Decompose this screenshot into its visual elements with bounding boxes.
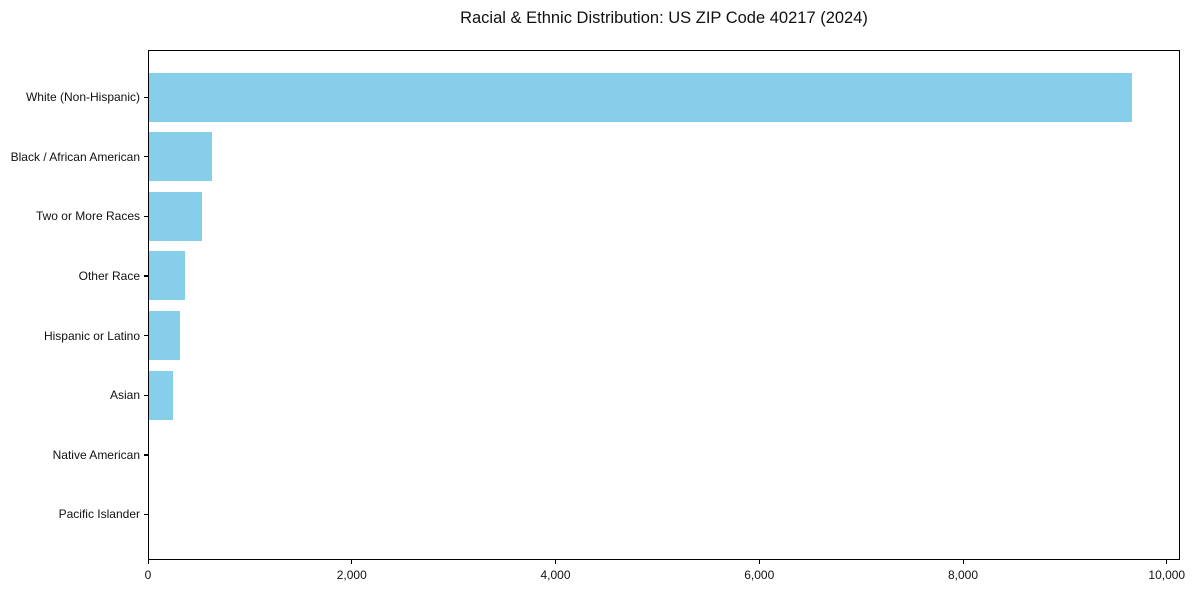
category-label: Two or More Races <box>35 209 140 224</box>
chart-title: Racial & Ethnic Distribution: US ZIP Cod… <box>460 9 868 27</box>
x-tick-label: 8,000 <box>947 568 979 582</box>
x-tick-label: 10,000 <box>1148 568 1186 582</box>
bar <box>149 370 174 420</box>
x-tick-label: 4,000 <box>540 568 571 582</box>
category-label: Native American <box>52 447 140 462</box>
x-axis-tick <box>1166 560 1168 564</box>
y-axis-tick <box>144 454 148 456</box>
y-axis-tick <box>144 275 148 277</box>
bar <box>149 72 1133 122</box>
x-axis-tick <box>351 560 353 564</box>
x-tick-label: 0 <box>144 568 152 582</box>
category-label: Black / African American <box>10 149 140 164</box>
x-axis-tick <box>555 560 557 564</box>
category-label: Hispanic or Latino <box>43 328 140 343</box>
bar <box>149 251 185 301</box>
bar <box>149 311 180 361</box>
x-axis-tick <box>147 560 149 564</box>
plot-frame <box>148 50 1180 560</box>
y-axis-tick <box>144 513 148 516</box>
category-label: Pacific Islander <box>58 507 140 522</box>
y-axis-tick <box>144 96 148 98</box>
category-label: Other Race <box>78 268 140 283</box>
x-tick-label: 2,000 <box>336 568 367 582</box>
y-axis-tick <box>144 156 148 158</box>
y-axis-tick <box>144 215 148 217</box>
x-axis-tick <box>758 560 760 564</box>
y-axis-tick <box>144 394 148 396</box>
y-axis-tick <box>144 335 148 337</box>
x-tick-label: 6,000 <box>744 568 775 582</box>
category-label: Asian <box>109 388 140 403</box>
bar <box>149 132 213 182</box>
category-label: White (Non-Hispanic) <box>25 90 140 104</box>
x-axis-tick <box>962 560 964 564</box>
bar <box>149 191 202 241</box>
